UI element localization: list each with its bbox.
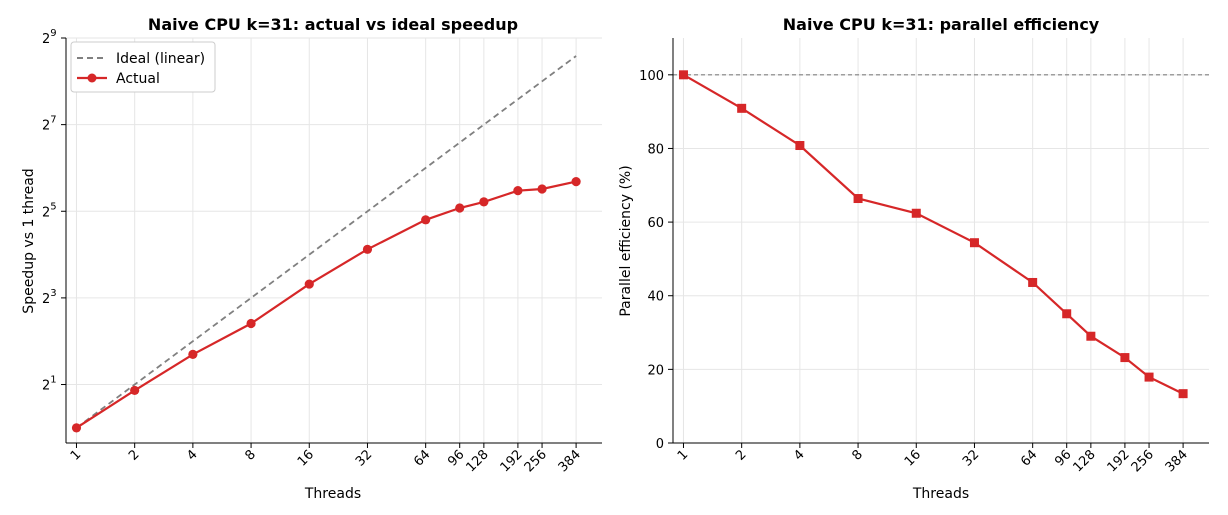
y-tick-label: 40: [647, 290, 664, 305]
actual-data-point: [479, 197, 489, 207]
efficiency-data-point: [1062, 309, 1072, 319]
x-tick-label: 4: [791, 447, 807, 463]
y-tick-label: 23: [42, 288, 57, 307]
efficiency-grid: [673, 38, 1209, 444]
speedup-legend: Ideal (linear) Actual: [70, 41, 216, 93]
y-tick-label: 25: [42, 201, 57, 220]
speedup-chart-title: Naive CPU k=31: actual vs ideal speedup: [148, 15, 518, 34]
efficiency-chart-title: Naive CPU k=31: parallel efficiency: [783, 15, 1100, 34]
x-tick-label: 128: [464, 447, 492, 475]
efficiency-axes: [672, 38, 1209, 444]
x-tick-label: 384: [1163, 447, 1191, 475]
x-tick-label: 1: [675, 447, 691, 463]
actual-data-point: [304, 279, 314, 289]
actual-data-point: [455, 203, 465, 213]
legend-frame: [70, 41, 216, 93]
efficiency-series-line: [682, 73, 1184, 395]
speedup-y-ticks: 21 23 25 27 29: [42, 28, 66, 394]
speedup-x-axis-label: Threads: [304, 486, 361, 502]
y-tick-label: 100: [639, 69, 664, 84]
efficiency-y-ticks: 0 20 40 60 80 100: [639, 69, 673, 452]
ideal-series-line: [75, 55, 577, 429]
efficiency-series: [673, 70, 1209, 399]
y-tick-label: 29: [42, 28, 57, 47]
efficiency-data-point: [1144, 372, 1154, 382]
actual-data-point: [188, 349, 198, 359]
efficiency-data-point: [795, 141, 805, 151]
speedup-series: [71, 55, 581, 433]
efficiency-y-axis-label: Parallel efficiency (%): [618, 165, 634, 316]
x-tick-label: 16: [902, 447, 924, 469]
efficiency-data-point: [1028, 277, 1038, 287]
actual-data-point: [571, 177, 581, 187]
x-tick-label: 384: [556, 447, 584, 475]
x-tick-label: 2: [126, 447, 142, 463]
efficiency-data-point: [1178, 389, 1188, 399]
x-tick-label: 16: [295, 447, 317, 469]
x-tick-label: 4: [184, 447, 200, 463]
efficiency-data-point: [969, 238, 979, 248]
x-tick-label: 64: [411, 447, 433, 469]
y-tick-label: 60: [647, 216, 664, 231]
efficiency-data-point: [678, 70, 688, 80]
actual-data-point: [71, 423, 82, 433]
efficiency-data-point: [1120, 353, 1130, 363]
x-tick-label: 128: [1071, 447, 1099, 475]
legend-actual-marker: [87, 73, 97, 83]
actual-series-line: [75, 180, 577, 429]
actual-data-point: [130, 385, 140, 396]
y-tick-label: 80: [647, 142, 664, 157]
legend-ideal-label: Ideal (linear): [116, 51, 205, 67]
legend-actual-label: Actual: [116, 71, 160, 87]
efficiency-data-point: [737, 103, 747, 113]
x-tick-label: 64: [1018, 447, 1040, 469]
efficiency-data-point: [911, 208, 921, 218]
x-tick-label: 192: [498, 447, 526, 475]
actual-data-point: [362, 244, 373, 254]
y-tick-label: 20: [647, 363, 664, 378]
efficiency-data-point: [853, 194, 863, 204]
x-tick-label: 32: [960, 447, 982, 469]
x-tick-label: 32: [353, 447, 375, 469]
efficiency-x-axis-label: Threads: [912, 486, 969, 502]
speedup-axes: [65, 38, 602, 444]
x-tick-label: 256: [1129, 447, 1157, 475]
x-tick-label: 8: [242, 447, 258, 463]
x-tick-label: 256: [522, 447, 550, 475]
y-tick-label: 0: [656, 437, 664, 452]
speedup-grid: [66, 37, 602, 443]
efficiency-data-point: [1086, 331, 1096, 341]
actual-data-point: [421, 215, 431, 225]
actual-data-point: [246, 318, 256, 329]
actual-data-point: [537, 184, 547, 194]
x-tick-label: 2: [733, 447, 749, 463]
actual-data-point: [513, 186, 523, 196]
x-tick-label: 1: [68, 447, 84, 463]
x-tick-label: 8: [849, 447, 865, 463]
x-tick-label: 192: [1105, 447, 1133, 475]
y-tick-label: 21: [42, 375, 57, 394]
y-tick-label: 27: [42, 115, 57, 134]
speedup-y-axis-label: Speedup vs 1 thread: [21, 168, 37, 313]
